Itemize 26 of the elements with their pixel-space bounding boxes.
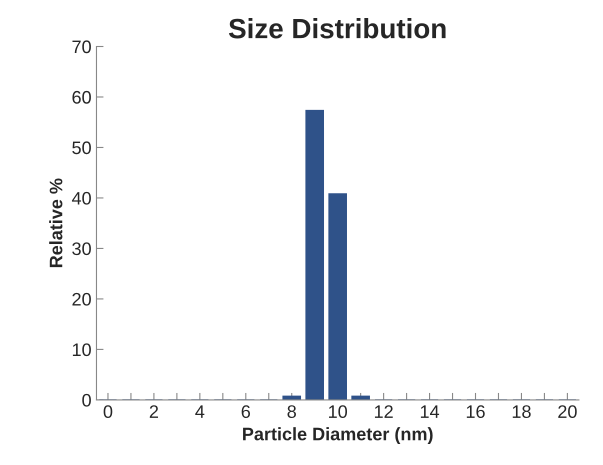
x-tick-label: 8	[288, 405, 296, 418]
x-tick-label: 18	[512, 405, 531, 418]
bar	[282, 396, 302, 400]
y-tick-label: 50	[72, 141, 91, 154]
x-tick-label: 12	[374, 405, 393, 418]
x-tick-label: 10	[329, 405, 348, 418]
x-tick-label: 6	[242, 405, 250, 418]
y-tick-label: 30	[72, 242, 91, 256]
bar	[305, 110, 324, 400]
y-tick-label: 40	[72, 192, 91, 205]
bar	[351, 396, 370, 400]
x-tick-label: 4	[195, 405, 204, 418]
y-tick-label: 70	[72, 40, 91, 54]
y-axis-title: Relative %	[49, 178, 62, 268]
y-tick-label: 20	[72, 292, 91, 306]
x-tick-label: 14	[420, 405, 440, 418]
x-tick-label: 2	[150, 405, 158, 418]
bar	[328, 193, 347, 400]
x-axis-title: Particle Diameter (nm)	[243, 427, 433, 444]
x-tick-label: 20	[558, 405, 577, 418]
y-tick-label: 0	[82, 394, 91, 407]
y-tick-label: 60	[72, 90, 91, 104]
x-tick-label: 16	[466, 405, 485, 418]
x-tick-label: 0	[104, 405, 112, 418]
y-tick-label: 10	[72, 343, 91, 356]
chart-title: Size Distribution	[228, 18, 446, 38]
